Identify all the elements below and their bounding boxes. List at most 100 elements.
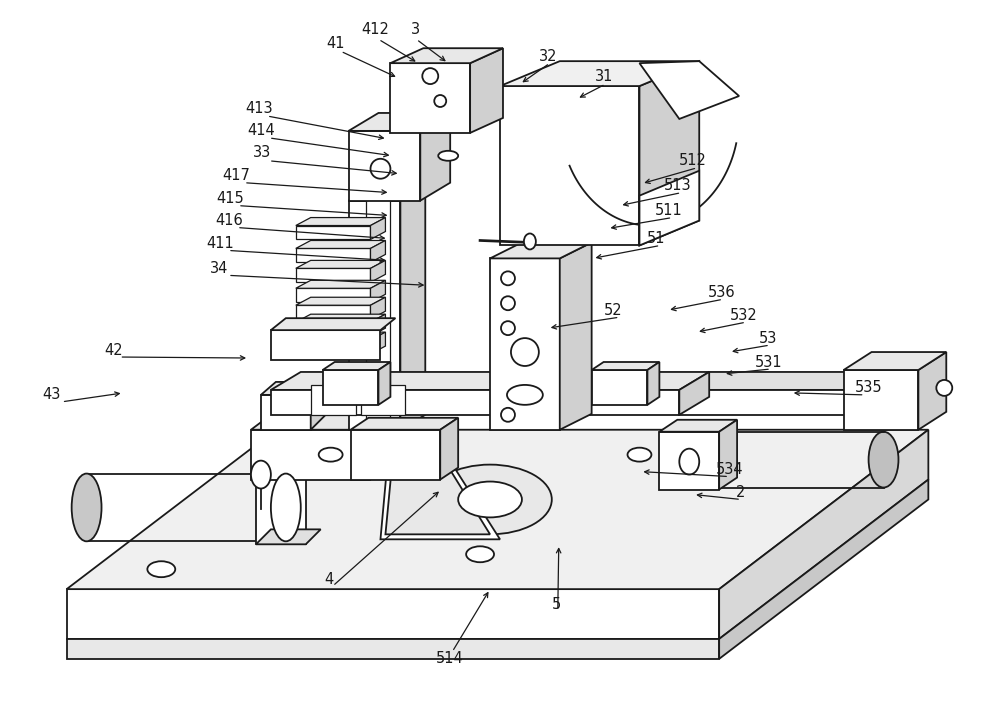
Text: 43: 43 bbox=[43, 387, 61, 402]
Polygon shape bbox=[370, 260, 385, 282]
Polygon shape bbox=[420, 113, 450, 201]
Polygon shape bbox=[370, 281, 385, 302]
Polygon shape bbox=[67, 639, 719, 659]
Polygon shape bbox=[323, 370, 378, 405]
Ellipse shape bbox=[501, 321, 515, 335]
Text: 512: 512 bbox=[678, 153, 706, 168]
Polygon shape bbox=[719, 430, 928, 639]
Ellipse shape bbox=[507, 385, 543, 405]
Polygon shape bbox=[647, 362, 659, 405]
Polygon shape bbox=[323, 362, 390, 370]
Polygon shape bbox=[500, 61, 699, 86]
Polygon shape bbox=[470, 48, 503, 133]
Text: 51: 51 bbox=[647, 231, 666, 246]
Ellipse shape bbox=[271, 473, 301, 542]
Polygon shape bbox=[256, 475, 306, 544]
Ellipse shape bbox=[511, 338, 539, 366]
Text: 532: 532 bbox=[730, 307, 758, 323]
Ellipse shape bbox=[251, 460, 271, 489]
Text: 32: 32 bbox=[539, 49, 557, 64]
Polygon shape bbox=[349, 131, 420, 201]
Polygon shape bbox=[679, 372, 709, 415]
Polygon shape bbox=[271, 318, 395, 330]
Text: 417: 417 bbox=[222, 168, 250, 183]
Ellipse shape bbox=[72, 473, 102, 542]
Polygon shape bbox=[271, 372, 709, 390]
Polygon shape bbox=[849, 372, 879, 415]
Ellipse shape bbox=[684, 431, 714, 487]
Text: 412: 412 bbox=[362, 22, 389, 37]
Polygon shape bbox=[256, 529, 321, 544]
Text: 34: 34 bbox=[210, 261, 228, 276]
Text: 41: 41 bbox=[326, 36, 345, 51]
Polygon shape bbox=[719, 479, 928, 659]
Polygon shape bbox=[918, 352, 946, 430]
Polygon shape bbox=[351, 430, 440, 479]
Polygon shape bbox=[296, 260, 385, 268]
Text: 2: 2 bbox=[735, 485, 745, 500]
Polygon shape bbox=[296, 297, 385, 305]
Ellipse shape bbox=[434, 95, 446, 107]
Polygon shape bbox=[296, 268, 370, 282]
Polygon shape bbox=[679, 372, 879, 390]
Ellipse shape bbox=[501, 297, 515, 310]
Ellipse shape bbox=[458, 481, 522, 518]
Polygon shape bbox=[370, 218, 385, 239]
Polygon shape bbox=[271, 390, 679, 415]
Polygon shape bbox=[400, 186, 425, 430]
Polygon shape bbox=[592, 362, 659, 370]
Polygon shape bbox=[261, 382, 326, 395]
Ellipse shape bbox=[679, 449, 699, 475]
Text: 513: 513 bbox=[664, 178, 691, 193]
Polygon shape bbox=[490, 258, 560, 430]
Polygon shape bbox=[296, 249, 370, 262]
Polygon shape bbox=[719, 420, 737, 489]
Ellipse shape bbox=[936, 380, 952, 396]
Polygon shape bbox=[378, 362, 390, 405]
Polygon shape bbox=[296, 322, 370, 336]
Polygon shape bbox=[390, 63, 470, 133]
Text: 536: 536 bbox=[707, 285, 735, 299]
Polygon shape bbox=[296, 289, 370, 302]
Text: 4: 4 bbox=[324, 572, 333, 587]
Text: 413: 413 bbox=[245, 102, 273, 117]
Polygon shape bbox=[349, 113, 450, 131]
Polygon shape bbox=[366, 181, 390, 430]
Polygon shape bbox=[67, 589, 719, 639]
Polygon shape bbox=[370, 332, 385, 354]
Polygon shape bbox=[639, 61, 699, 246]
Polygon shape bbox=[296, 332, 385, 340]
Polygon shape bbox=[380, 430, 500, 539]
Polygon shape bbox=[349, 186, 425, 201]
Polygon shape bbox=[296, 241, 385, 249]
Ellipse shape bbox=[370, 159, 390, 178]
Polygon shape bbox=[311, 385, 356, 415]
Polygon shape bbox=[844, 352, 946, 370]
Text: 411: 411 bbox=[206, 236, 234, 251]
Ellipse shape bbox=[422, 68, 438, 84]
Polygon shape bbox=[67, 430, 928, 589]
Text: 31: 31 bbox=[595, 69, 614, 83]
Ellipse shape bbox=[438, 151, 458, 161]
Ellipse shape bbox=[501, 408, 515, 422]
Text: 42: 42 bbox=[104, 342, 123, 357]
Text: 535: 535 bbox=[855, 381, 882, 395]
Polygon shape bbox=[296, 314, 385, 322]
Text: 415: 415 bbox=[216, 191, 244, 206]
Polygon shape bbox=[370, 415, 390, 479]
Ellipse shape bbox=[147, 561, 175, 577]
Polygon shape bbox=[296, 305, 370, 319]
Text: 534: 534 bbox=[716, 462, 744, 477]
Text: 531: 531 bbox=[755, 355, 783, 370]
Polygon shape bbox=[296, 281, 385, 289]
Polygon shape bbox=[440, 418, 458, 479]
Text: 416: 416 bbox=[215, 213, 243, 228]
Polygon shape bbox=[251, 415, 390, 430]
Polygon shape bbox=[370, 314, 385, 336]
Ellipse shape bbox=[466, 547, 494, 562]
Polygon shape bbox=[351, 418, 458, 430]
Polygon shape bbox=[296, 340, 370, 354]
Text: 511: 511 bbox=[654, 203, 682, 218]
Text: 53: 53 bbox=[759, 331, 777, 346]
Polygon shape bbox=[296, 225, 370, 239]
